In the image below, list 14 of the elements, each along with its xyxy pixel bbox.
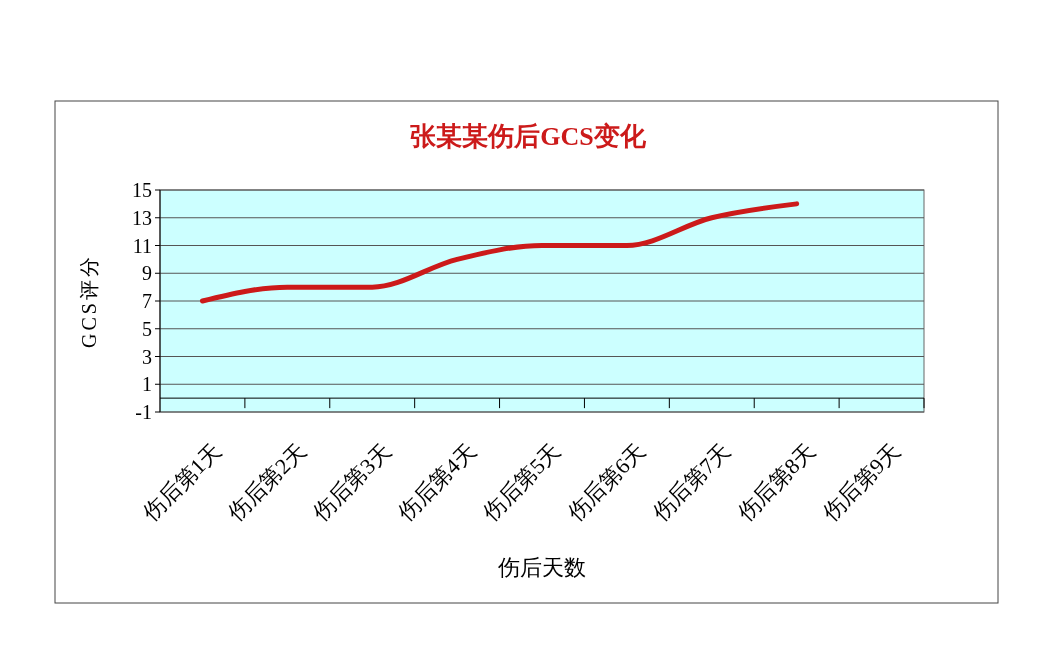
- y-tick-label: 7: [142, 290, 152, 312]
- x-axis-title: 伤后天数: [498, 555, 586, 580]
- chart-title: 张某某伤后GCS变化: [410, 122, 647, 151]
- y-tick-label: -1: [135, 401, 152, 423]
- y-axis-title: GCS评分: [78, 254, 100, 348]
- y-tick-label: 1: [142, 373, 152, 396]
- y-tick-label: 5: [142, 317, 152, 340]
- y-tick-label: 11: [132, 234, 152, 257]
- y-tick-label: 15: [132, 179, 152, 201]
- y-tick-label: 9: [142, 262, 152, 285]
- x-tick-label: 伤后第2天: [223, 437, 311, 526]
- y-tick-label: 13: [132, 206, 152, 229]
- x-tick-label: 伤后第1天: [138, 437, 226, 526]
- y-tick-label: 3: [142, 345, 152, 368]
